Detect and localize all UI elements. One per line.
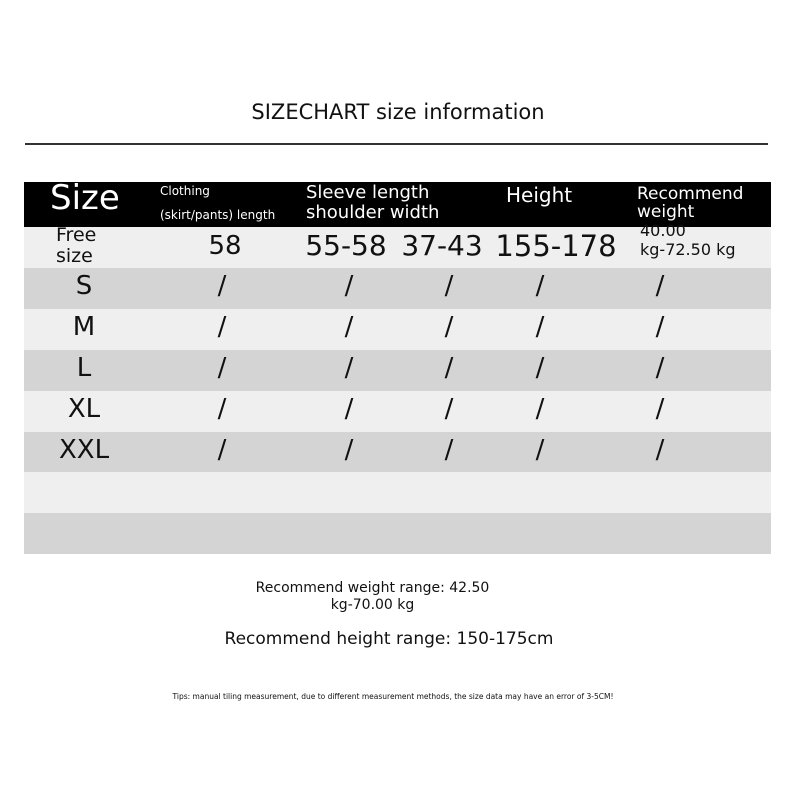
header-height: Height	[506, 183, 573, 207]
page-title: SIZECHART size information	[251, 100, 545, 124]
cell-clothing: /	[217, 353, 227, 383]
weight-range-line2: kg-70.00 kg	[330, 597, 415, 613]
table-row-free-size: Free size 58 55-58 37-43 155-178 40.00 k…	[24, 221, 771, 268]
free-weight-line2: kg-72.50 kg	[640, 240, 736, 259]
title-divider	[25, 143, 768, 145]
header-clothing-line2: (skirt/pants) length	[160, 208, 276, 222]
header-weight-line1: Recommend	[637, 184, 744, 204]
table-row: S / / / / /	[24, 268, 771, 309]
free-height: 155-178	[495, 229, 617, 263]
cell-height: /	[535, 353, 545, 383]
cell-shoulder: /	[444, 353, 454, 383]
header-shoulder: shoulder width	[306, 202, 440, 223]
cell-weight: /	[655, 312, 665, 342]
cell-weight: /	[655, 435, 665, 465]
cell-clothing: /	[217, 435, 227, 465]
cell-sleeve: /	[344, 353, 354, 383]
table-row: XL / / / / /	[24, 391, 771, 432]
header-weight-line2: weight	[637, 202, 695, 222]
height-range: Recommend height range: 150-175cm	[224, 629, 554, 649]
table-row: XXL / / / / /	[24, 432, 771, 473]
cell-weight: /	[655, 394, 665, 424]
cell-clothing: /	[217, 394, 227, 424]
cell-weight: /	[655, 353, 665, 383]
free-clothing: 58	[208, 231, 242, 261]
cell-height: /	[535, 271, 545, 301]
header-sleeve: Sleeve length	[306, 182, 430, 203]
cell-height: /	[535, 312, 545, 342]
cell-height: /	[535, 435, 545, 465]
cell-shoulder: /	[444, 312, 454, 342]
table-row: L / / / / /	[24, 350, 771, 391]
cell-size: XXL	[58, 435, 110, 465]
table-header: Size Clothing (skirt/pants) length Sleev…	[24, 178, 771, 227]
cell-size: L	[76, 353, 92, 383]
cell-sleeve: /	[344, 312, 354, 342]
free-size-line2: size	[56, 245, 93, 267]
cell-height: /	[535, 394, 545, 424]
cell-shoulder: /	[444, 271, 454, 301]
cell-shoulder: /	[444, 394, 454, 424]
cell-clothing: /	[217, 271, 227, 301]
free-size-line1: Free	[56, 224, 97, 246]
cell-size: XL	[67, 394, 101, 424]
empty-row	[24, 513, 771, 554]
cell-weight: /	[655, 271, 665, 301]
cell-sleeve: /	[344, 271, 354, 301]
cell-size: M	[72, 312, 96, 342]
cell-shoulder: /	[444, 435, 454, 465]
free-shoulder: 37-43	[401, 229, 483, 262]
free-sleeve: 55-58	[305, 229, 387, 262]
header-clothing-line1: Clothing	[160, 184, 210, 198]
free-weight-line1: 40.00	[640, 221, 686, 240]
empty-row	[24, 472, 771, 513]
tips-note: Tips: manual tiling measurement, due to …	[172, 692, 614, 701]
header-size: Size	[50, 178, 120, 218]
cell-clothing: /	[217, 312, 227, 342]
table-row: M / / / / /	[24, 309, 771, 350]
cell-sleeve: /	[344, 435, 354, 465]
weight-range-line1: Recommend weight range: 42.50	[255, 580, 490, 596]
cell-sleeve: /	[344, 394, 354, 424]
cell-size: S	[75, 271, 93, 301]
